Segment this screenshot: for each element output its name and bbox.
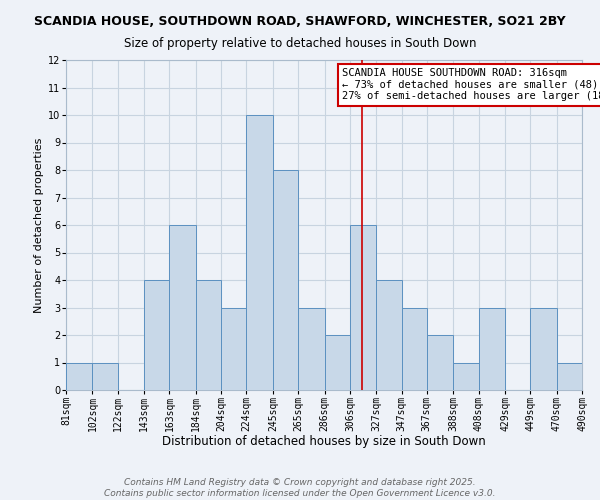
Bar <box>530 308 557 390</box>
Y-axis label: Number of detached properties: Number of detached properties <box>34 138 44 312</box>
Bar <box>247 115 273 390</box>
Bar <box>144 280 169 390</box>
Text: SCANDIA HOUSE, SOUTHDOWN ROAD, SHAWFORD, WINCHESTER, SO21 2BY: SCANDIA HOUSE, SOUTHDOWN ROAD, SHAWFORD,… <box>34 15 566 28</box>
Bar <box>273 170 298 390</box>
Bar <box>350 225 376 390</box>
Bar <box>325 335 350 390</box>
Bar <box>66 362 92 390</box>
X-axis label: Distribution of detached houses by size in South Down: Distribution of detached houses by size … <box>162 435 486 448</box>
Bar <box>427 335 454 390</box>
Bar <box>454 362 479 390</box>
Bar <box>298 308 325 390</box>
Text: Contains HM Land Registry data © Crown copyright and database right 2025.
Contai: Contains HM Land Registry data © Crown c… <box>104 478 496 498</box>
Bar <box>376 280 401 390</box>
Bar <box>169 225 196 390</box>
Text: Size of property relative to detached houses in South Down: Size of property relative to detached ho… <box>124 38 476 51</box>
Text: SCANDIA HOUSE SOUTHDOWN ROAD: 316sqm
← 73% of detached houses are smaller (48)
2: SCANDIA HOUSE SOUTHDOWN ROAD: 316sqm ← 7… <box>342 68 600 102</box>
Bar <box>401 308 427 390</box>
Bar <box>479 308 505 390</box>
Bar <box>221 308 247 390</box>
Bar <box>557 362 582 390</box>
Bar <box>196 280 221 390</box>
Bar <box>92 362 118 390</box>
